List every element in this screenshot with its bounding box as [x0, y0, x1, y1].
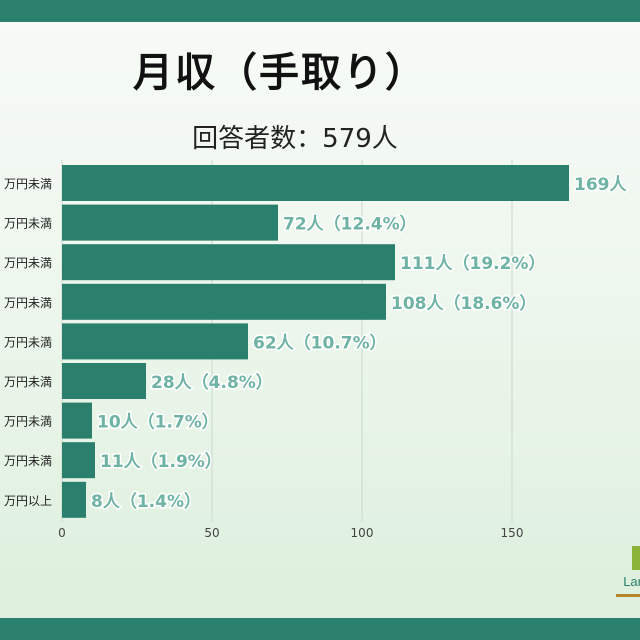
category-label: 万円未満 — [4, 296, 52, 310]
bar — [62, 323, 248, 360]
chart-title: 月収（手取り） — [133, 50, 427, 96]
category-label: 万円未満 — [4, 177, 52, 191]
category-label: 万円以上 — [4, 494, 52, 508]
logo-text: Lar — [623, 574, 640, 589]
data-label: 11人（1.9%） — [100, 451, 222, 472]
bar — [62, 363, 146, 399]
category-label: 万円未満 — [4, 335, 52, 349]
bar — [62, 402, 92, 439]
top-banner — [0, 0, 640, 22]
category-label: 万円未満 — [4, 217, 52, 231]
x-tick-label: 0 — [58, 526, 66, 540]
logo-underline-icon — [616, 594, 640, 597]
data-label: 62人（10.7%） — [253, 332, 387, 353]
category-label: 万円未満 — [4, 256, 52, 270]
bar — [62, 442, 95, 479]
category-label: 万円未満 — [4, 454, 52, 468]
bottom-banner — [0, 618, 640, 640]
logo-mark-icon — [632, 546, 640, 570]
category-label: 万円未満 — [4, 415, 52, 429]
bar — [62, 165, 569, 201]
brand-logo: Lar — [614, 546, 640, 616]
data-label: 8人（1.4%） — [91, 491, 201, 512]
x-tick-label: 50 — [204, 526, 219, 540]
bar — [62, 481, 86, 518]
bar — [62, 204, 278, 241]
data-label: 169人 — [574, 175, 627, 195]
bar — [62, 283, 386, 320]
bar — [62, 244, 395, 281]
data-label: 72人（12.4%） — [283, 214, 417, 235]
data-label: 108人（18.6%） — [391, 293, 536, 314]
x-tick-label: 150 — [501, 526, 524, 540]
data-label: 111人（19.2%） — [400, 253, 545, 274]
data-label: 28人（4.8%） — [151, 372, 273, 393]
category-label: 万円未満 — [4, 375, 52, 389]
x-tick-label: 100 — [351, 526, 374, 540]
chart-subtitle: 回答者数：579人 — [192, 124, 398, 154]
data-label: 10人（1.7%） — [97, 412, 219, 433]
